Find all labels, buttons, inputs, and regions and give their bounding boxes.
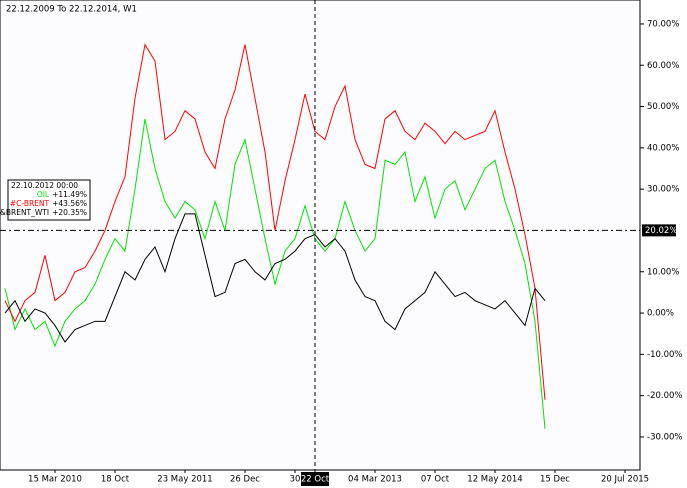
x-tick-label: 07 Oct [421, 475, 450, 485]
chart-title: 22.12.2009 To 22.12.2014, W1 [6, 5, 137, 15]
x-tick-label: 04 Mar 2013 [348, 475, 402, 485]
crosshair-y-label-bg [642, 224, 676, 237]
y-tick-label: 10.00% [647, 267, 679, 277]
y-tick-label: 50.00% [647, 102, 679, 112]
crosshair-x-label: 22 Oct [301, 475, 330, 485]
series-line [4, 213, 546, 343]
legend-entry: #C-BRENT +43.56% [10, 199, 87, 208]
series-line [4, 118, 546, 429]
x-tick-label: 30 [290, 475, 301, 485]
y-tick-label: 60.00% [647, 61, 679, 71]
legend-entry: OIL +11.49% [37, 190, 87, 199]
y-tick-label: 0.00% [647, 309, 674, 319]
legend-name: &BRENT_WTI [0, 208, 49, 217]
legend-name: OIL [37, 190, 50, 199]
crosshair-x-label-bg [301, 472, 329, 486]
y-tick-label: 40.00% [647, 143, 679, 153]
x-tick-label: 26 Dec [230, 475, 260, 485]
legend-name: #C-BRENT [10, 199, 50, 208]
legend-value: +43.56% [52, 199, 87, 208]
plot-area [0, 0, 641, 471]
x-tick-label: 20 Jul 2015 [601, 475, 649, 485]
x-tick-label: 12 May 2014 [467, 475, 522, 485]
y-tick-label: -10.00% [647, 350, 682, 360]
legend-time: 22.10.2012 00:00 [11, 181, 78, 190]
legend-value: +11.49% [52, 190, 87, 199]
y-tick-label: 30.00% [647, 185, 679, 195]
crosshair-y-label: 20.02% [645, 226, 677, 236]
legend-box [7, 179, 91, 221]
y-tick-label: 70.00% [647, 19, 679, 29]
legend-entry: &BRENT_WTI +20.35% [0, 208, 87, 217]
y-tick-label: -30.00% [647, 432, 682, 442]
x-tick-label: 23 May 2011 [157, 475, 212, 485]
x-tick-label: 18 Oct [101, 475, 130, 485]
legend-value: +20.35% [52, 208, 87, 217]
x-tick-label: 15 Dec [540, 475, 570, 485]
x-tick-label: 15 Mar 2010 [28, 475, 82, 485]
y-tick-label: -20.00% [647, 391, 682, 401]
